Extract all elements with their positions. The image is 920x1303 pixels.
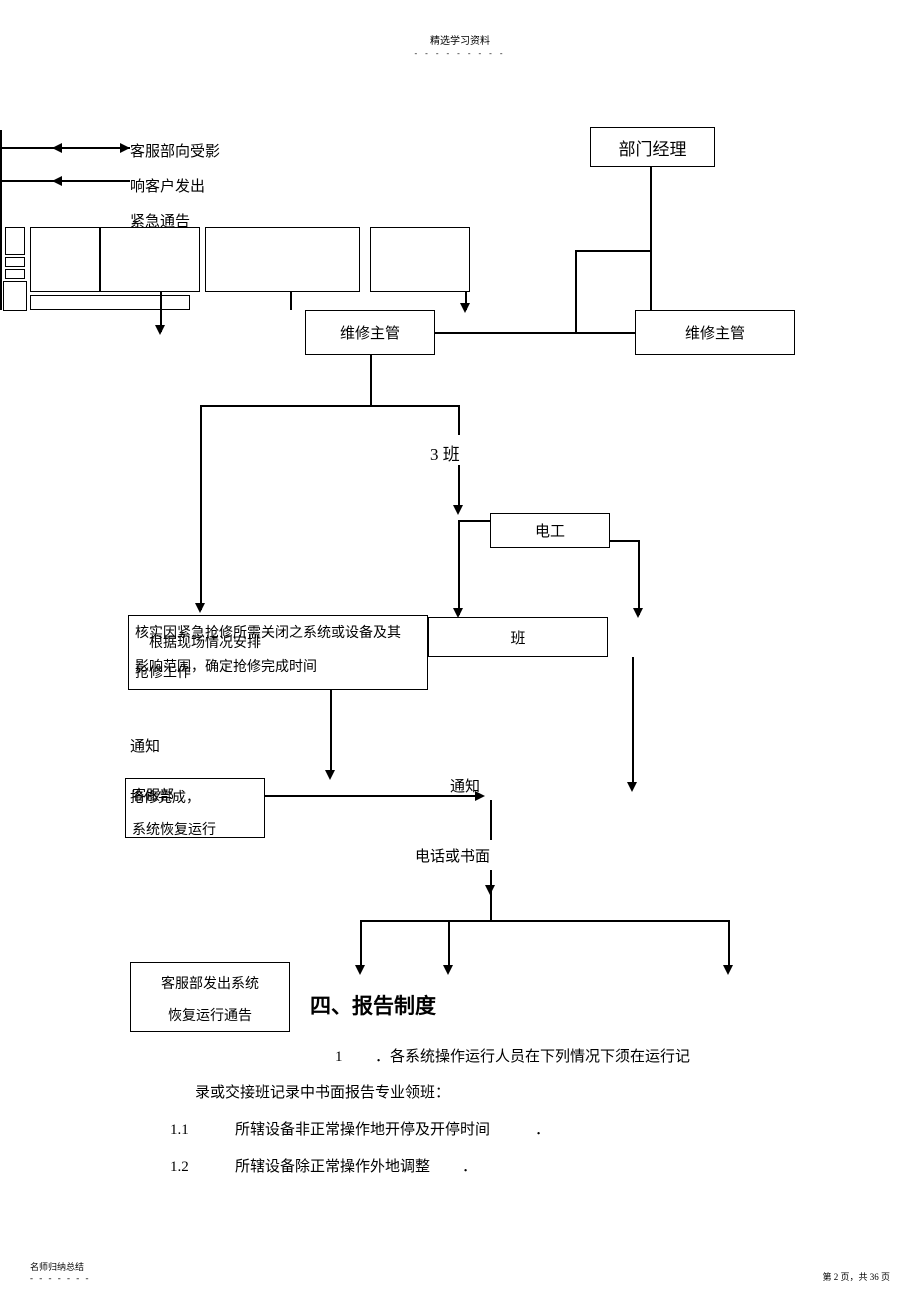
restore-notice-box: 客服部发出系统 恢复运行通告: [130, 962, 290, 1032]
empty-box-4: [370, 227, 470, 292]
arrow-left-1: [52, 143, 62, 153]
arrow-shift-down: [627, 782, 637, 792]
header-title: 精选学习资料: [415, 32, 506, 47]
arrow-split-left: [195, 603, 205, 613]
top-arrow-line2: [0, 180, 130, 182]
empty-box-2: [100, 227, 200, 292]
line-elec-right-v: [638, 540, 640, 615]
item11-text: 所辖设备非正常操作地开停及开停时间: [235, 1115, 490, 1145]
electrician-label: 电工: [535, 520, 565, 541]
arrow-down-1: [155, 325, 165, 335]
shift-label: 班: [510, 627, 525, 648]
item12-num: 1.2: [170, 1152, 189, 1182]
arrow-phone-mid: [485, 885, 495, 895]
customer-dept-box: 客服部 抢修完成， 系统恢复运行: [125, 778, 265, 838]
small-box-2: [5, 257, 25, 267]
footer-left-text: 名师归纳总结: [30, 1260, 90, 1273]
line-final-split: [360, 920, 730, 922]
shift-box: 班: [428, 617, 608, 657]
restore-line2: 恢复运行通告: [139, 1005, 281, 1025]
phone-written-label: 电话或书面: [415, 845, 490, 866]
repair-complete-label: 抢修完成，: [130, 787, 200, 807]
line-split-left-v: [200, 405, 202, 610]
item12-text: 所辖设备除正常操作外地调整: [235, 1152, 430, 1182]
line-final-mid: [448, 920, 450, 970]
item1-cont: 录或交接班记录中书面报告专业领班：: [195, 1078, 450, 1108]
arrow-elec-right: [633, 608, 643, 618]
section-title: 四、报告制度: [310, 990, 436, 1020]
line-final-right: [728, 920, 730, 970]
empty-box-lower: [30, 295, 190, 310]
arrow-final-right: [723, 965, 733, 975]
arrow-final-mid: [443, 965, 453, 975]
footer-left: 名师归纳总结 - - - - - - -: [30, 1260, 90, 1283]
arrow-verify-down: [325, 770, 335, 780]
header-sub: - - - - - - - - -: [415, 49, 506, 58]
verify-overlay1: 根据现场情况安排: [149, 632, 261, 652]
line-box-down2: [290, 292, 292, 310]
line-mgr-h: [575, 250, 652, 252]
customer-notice-line1: 客服部向受影: [130, 140, 220, 161]
three-shift-label: 3 班: [430, 440, 460, 465]
line-elec-left: [458, 520, 490, 522]
notify2-label: 通知: [450, 775, 480, 796]
line-cust-right: [265, 795, 480, 797]
arrow-3ban: [453, 505, 463, 515]
line-split-h: [200, 405, 460, 407]
notify1-label: 通知: [130, 735, 160, 756]
empty-box-3: [205, 227, 360, 292]
restore-line1: 客服部发出系统: [139, 973, 281, 993]
footer-left-sub: - - - - - - -: [30, 1273, 90, 1283]
line-notify-down: [490, 800, 492, 840]
line-split-right-v: [458, 405, 460, 435]
maint-supervisor-right-label: 维修主管: [685, 322, 745, 343]
maint-supervisor-left-label: 维修主管: [340, 322, 400, 343]
customer-notice-line2: 响客户发出: [130, 175, 205, 196]
line-mgr-down: [650, 167, 652, 310]
dept-manager-label: 部门经理: [619, 135, 687, 160]
small-box-3: [5, 269, 25, 279]
line-elec-right: [610, 540, 640, 542]
left-edge-v: [0, 130, 2, 310]
maint-supervisor-left-box: 维修主管: [305, 310, 435, 355]
line-phone-down: [490, 870, 492, 920]
item1-num: 1: [335, 1042, 343, 1072]
small-box-4: [3, 281, 27, 311]
line-3ban-down: [458, 465, 460, 510]
dept-manager-box: 部门经理: [590, 127, 715, 167]
item12-period: ．: [462, 1152, 477, 1182]
footer-right: 第 2 页，共 36 页: [822, 1270, 890, 1283]
arrow-down-2: [460, 303, 470, 313]
line-shift-down: [632, 657, 634, 787]
arrow-final-left: [355, 965, 365, 975]
line-verify-down: [330, 690, 332, 775]
item1-text: ．各系统操作运行人员在下列情况下须在运行记: [375, 1042, 690, 1072]
item11-period: ．: [535, 1115, 550, 1145]
verify-box: 核实因紧急抢修所需关闭之系统或设备及其 根据现场情况安排 影响范围，确定抢修完成…: [128, 615, 428, 690]
page-header: 精选学习资料 - - - - - - - - -: [415, 32, 506, 58]
line-mgr-left-down: [575, 250, 577, 333]
line-final-left: [360, 920, 362, 970]
system-restore-label: 系统恢复运行: [132, 819, 258, 839]
electrician-box: 电工: [490, 513, 610, 548]
line-maint-down: [370, 355, 372, 405]
top-arrow-line1: [0, 147, 130, 149]
arrow-left-2: [52, 176, 62, 186]
arrow-right-top: [120, 143, 130, 153]
item11-num: 1.1: [170, 1115, 189, 1145]
empty-box-1: [30, 227, 100, 292]
verify-overlay2: 抢修工作: [135, 662, 191, 682]
line-elec-left-v: [458, 520, 460, 615]
maint-supervisor-right-box: 维修主管: [635, 310, 795, 355]
small-box-1: [5, 227, 25, 255]
line-maint-connect: [435, 332, 635, 334]
